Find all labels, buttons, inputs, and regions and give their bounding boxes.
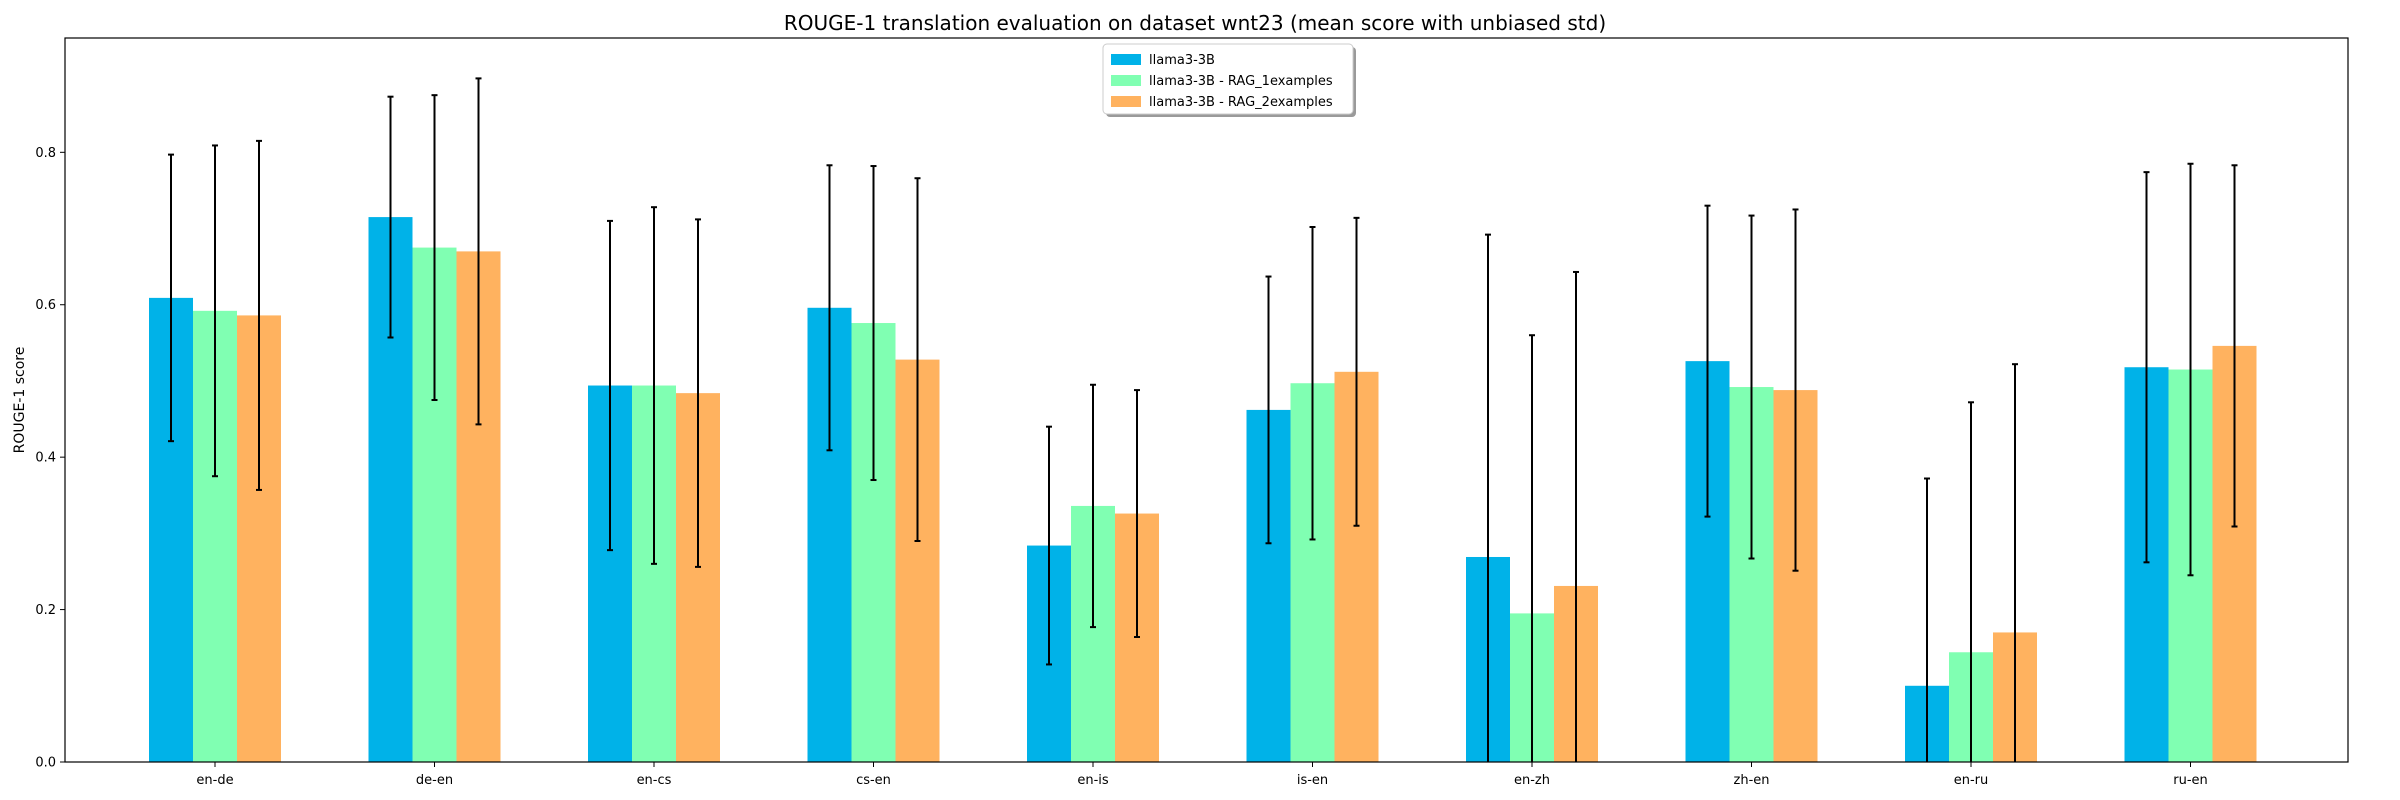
x-tick-label: en-cs — [637, 773, 672, 788]
error-bar-en-de-series-3 — [256, 139, 262, 491]
y-tick-label: 0.6 — [35, 298, 56, 313]
legend-swatch-series-1 — [1111, 54, 1141, 65]
y-axis-label: ROUGE-1 score — [12, 347, 28, 454]
x-tick-label: is-en — [1297, 773, 1328, 788]
error-bar-is-en-series-3 — [1353, 216, 1360, 527]
error-bar-ru-en-series-3 — [2231, 164, 2238, 528]
error-bar-zh-en-series-1 — [1704, 204, 1711, 518]
x-tick-label: en-de — [196, 773, 233, 788]
error-bar-ru-en-series-2 — [2187, 162, 2194, 577]
x-tick-label: en-zh — [1514, 773, 1550, 788]
x-ticks: en-de de-en en-cs cs-en en-is is-en en-zh zh-en… — [196, 762, 2208, 788]
error-bar-cs-en-series-3 — [914, 177, 921, 542]
error-bar-en-zh-series-2 — [1529, 334, 1535, 762]
error-bar-cs-en-series-2 — [870, 165, 877, 482]
error-bars-layer — [168, 77, 2238, 762]
x-tick-label: de-en — [416, 773, 453, 788]
x-tick-label: en-is — [1077, 773, 1109, 788]
error-bar-en-ru-series-2 — [1968, 401, 1974, 762]
legend-swatch-series-3 — [1111, 96, 1141, 107]
legend-box — [1102, 43, 1354, 115]
y-tick-label: 0.2 — [35, 603, 56, 618]
bars-layer — [149, 217, 2257, 763]
error-bar-en-cs-series-1 — [607, 219, 613, 552]
error-bar-zh-en-series-3 — [1792, 208, 1799, 572]
error-bar-is-en-series-1 — [1265, 275, 1272, 545]
error-bar-en-is-series-2 — [1090, 383, 1096, 629]
error-bar-ru-en-series-1 — [2143, 171, 2150, 564]
error-bar-en-ru-series-1 — [1924, 477, 1930, 762]
x-tick-label: ru-en — [2173, 773, 2208, 788]
error-bar-en-is-series-3 — [1134, 389, 1140, 639]
error-bar-en-zh-series-1 — [1485, 233, 1491, 762]
legend-label-series-2: llama3-3B - RAG_1examples — [1149, 74, 1333, 89]
error-bar-de-en-series-3 — [475, 77, 482, 426]
error-bar-en-cs-series-3 — [695, 218, 701, 568]
error-bar-en-ru-series-3 — [2012, 363, 2018, 762]
chart-title: ROUGE-1 translation evaluation on datase… — [784, 11, 1606, 35]
error-bar-en-de-series-2 — [212, 144, 218, 478]
error-bar-de-en-series-1 — [387, 95, 394, 339]
x-tick-label: en-ru — [1954, 773, 1989, 788]
plot-frame — [64, 37, 2349, 763]
y-ticks: 0.0 0.2 0.4 0.6 0.8 — [35, 146, 65, 771]
y-tick-label: 0.4 — [35, 451, 56, 466]
x-tick-label: zh-en — [1734, 773, 1770, 788]
legend-swatch-series-2 — [1111, 75, 1141, 86]
error-bar-zh-en-series-2 — [1748, 214, 1755, 560]
error-bar-is-en-series-2 — [1309, 226, 1316, 541]
x-tick-label: cs-en — [856, 773, 891, 788]
error-bar-en-zh-series-3 — [1573, 270, 1579, 762]
error-bar-en-is-series-1 — [1046, 425, 1052, 666]
y-tick-label: 0.0 — [35, 756, 56, 771]
error-bar-en-cs-series-2 — [651, 206, 657, 565]
legend-label-series-1: llama3-3B — [1149, 53, 1215, 68]
legend-label-series-3: llama3-3B - RAG_2examples — [1149, 95, 1333, 110]
legend: llama3-3B llama3-3B - RAG_1examples llama3… — [1102, 43, 1356, 117]
y-tick-label: 0.8 — [35, 146, 56, 161]
error-bar-de-en-series-2 — [431, 94, 438, 401]
axes-layer — [64, 37, 2349, 763]
error-bar-en-de-series-1 — [168, 153, 174, 443]
error-bar-cs-en-series-1 — [826, 164, 833, 452]
